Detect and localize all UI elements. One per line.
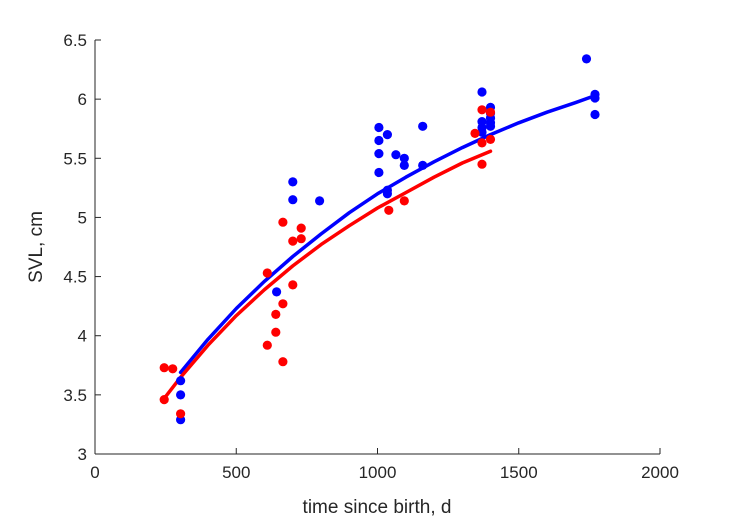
data-point-series-1 <box>288 195 298 205</box>
data-point-series-2 <box>477 138 487 148</box>
data-point-series-2 <box>477 159 487 169</box>
data-point-series-2 <box>278 217 288 227</box>
data-point-series-2 <box>485 107 496 117</box>
data-point-series-2 <box>262 340 272 350</box>
data-points <box>159 54 600 425</box>
x-axis-label: time since birth, d <box>303 497 452 518</box>
fit-curve-series-2 <box>162 149 493 401</box>
data-point-series-2 <box>271 327 281 337</box>
y-tick-label: 5 <box>78 208 87 227</box>
x-tick-label: 500 <box>222 463 250 482</box>
data-point-series-2 <box>271 309 281 319</box>
data-point-series-1 <box>374 149 384 159</box>
x-tick-label: 0 <box>90 463 99 482</box>
data-point-series-2 <box>477 105 487 115</box>
data-point-series-2 <box>168 364 178 374</box>
data-point-series-2 <box>399 196 409 206</box>
data-point-series-1 <box>288 177 298 187</box>
data-point-series-2 <box>176 409 186 419</box>
y-axis-label: SVL, cm <box>26 211 47 283</box>
data-point-series-2 <box>288 236 298 246</box>
data-point-series-1 <box>374 122 384 133</box>
data-point-series-1 <box>590 109 600 120</box>
data-point-series-1 <box>418 121 428 131</box>
data-point-series-2 <box>296 223 306 233</box>
data-point-series-2 <box>278 299 288 309</box>
data-point-series-1 <box>382 185 392 195</box>
x-tick-label: 1000 <box>359 463 397 482</box>
data-point-series-2 <box>262 268 272 278</box>
data-point-series-1 <box>374 167 384 178</box>
ticks: 0 500 1000 1500 2000 3 3.5 4 4.5 5 5.5 6 6.5 <box>63 31 679 482</box>
fit-lines <box>162 93 597 401</box>
data-point-series-2 <box>288 280 298 290</box>
data-point-series-1 <box>176 390 186 400</box>
y-tick-label: 6.5 <box>63 31 87 50</box>
data-point-series-2 <box>470 128 480 138</box>
y-tick-label: 3 <box>78 445 87 464</box>
data-point-series-1 <box>391 150 401 160</box>
data-point-series-2 <box>384 205 394 215</box>
data-point-series-1 <box>590 89 600 99</box>
data-point-series-1 <box>581 54 592 64</box>
data-point-series-2 <box>296 234 306 244</box>
y-tick-label: 3.5 <box>63 386 87 405</box>
data-point-series-2 <box>159 363 169 373</box>
y-tick-label: 5.5 <box>63 149 87 168</box>
data-point-series-1 <box>399 160 409 170</box>
y-tick-label: 4.5 <box>63 268 87 287</box>
x-tick-label: 1500 <box>500 463 538 482</box>
data-point-series-1 <box>399 153 409 163</box>
data-point-series-1 <box>477 117 487 127</box>
data-point-series-1 <box>374 135 384 146</box>
data-point-series-2 <box>278 357 288 367</box>
data-point-series-2 <box>159 395 169 405</box>
data-point-series-1 <box>176 376 186 386</box>
data-point-series-1 <box>382 130 392 140</box>
data-point-series-1 <box>477 87 487 97</box>
data-point-series-2 <box>485 134 496 144</box>
y-tick-label: 4 <box>78 327 87 346</box>
data-point-series-1 <box>315 196 325 206</box>
data-point-series-1 <box>418 160 428 170</box>
y-tick-label: 6 <box>78 90 87 109</box>
x-tick-label: 2000 <box>641 463 679 482</box>
fit-curve-series-1 <box>178 93 597 375</box>
data-point-series-1 <box>272 287 282 297</box>
